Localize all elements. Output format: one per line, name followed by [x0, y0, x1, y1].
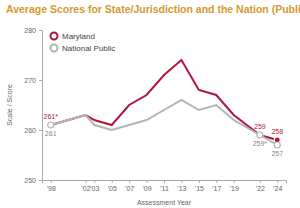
- chart: Average Scores for State/Jurisdiction an…: [0, 0, 300, 208]
- x-tick-label: '22: [256, 185, 265, 192]
- x-tick-mark: [234, 180, 235, 183]
- x-tick-mark: [129, 180, 130, 183]
- legend-item: Maryland: [51, 32, 95, 41]
- x-tick-mark: [86, 180, 87, 183]
- x-tick: '15: [195, 180, 204, 192]
- point-marker: [257, 132, 263, 138]
- x-tick-label: '17: [212, 185, 221, 192]
- x-tick-label: '13: [177, 185, 186, 192]
- x-tick: '11: [160, 180, 169, 192]
- x-tick-label: '03: [90, 185, 99, 192]
- y-tick-label: 270: [24, 77, 36, 84]
- data-label: 259: [254, 123, 266, 130]
- y-tick: 250: [24, 177, 42, 184]
- point-marker: [257, 132, 263, 138]
- y-tick-label: 250: [24, 177, 36, 184]
- x-tick: '22: [256, 180, 265, 192]
- legend-label: Maryland: [62, 32, 95, 41]
- y-axis-title: Scale / Score: [6, 84, 13, 126]
- point-marker: [48, 122, 54, 128]
- x-tick-label: '05: [108, 185, 117, 192]
- y-tick: 280: [24, 27, 42, 34]
- x-tick: '03: [90, 180, 99, 192]
- series-line: [51, 60, 278, 140]
- y-tick: 260: [24, 127, 42, 134]
- y-tick-mark: [39, 80, 42, 81]
- x-tick-mark: [51, 180, 52, 183]
- legend-label: National Public: [62, 44, 115, 53]
- point-marker: [274, 142, 280, 148]
- y-axis: 250 260 270 280: [24, 27, 42, 184]
- x-tick-mark: [216, 180, 217, 183]
- data-label: 261*: [44, 113, 59, 120]
- x-tick-mark: [260, 180, 261, 183]
- x-axis: '98'02'03'05'07'09'11'13'15'17'19'22'24: [43, 180, 287, 192]
- x-tick: '19: [230, 180, 239, 192]
- data-label: 257: [271, 150, 283, 157]
- y-tick: 270: [24, 77, 42, 84]
- axis-line: [43, 181, 287, 184]
- x-tick-label: '24: [273, 185, 282, 192]
- data-label: 258: [271, 128, 283, 135]
- x-axis-title: Assessment Year: [137, 199, 192, 206]
- x-tick: '09: [143, 180, 152, 192]
- x-tick-mark: [277, 180, 278, 183]
- x-tick-label: '07: [125, 185, 134, 192]
- axis-line: [39, 31, 43, 181]
- x-tick-mark: [112, 180, 113, 183]
- legend-item: National Public: [51, 44, 116, 53]
- data-label: 259*: [253, 140, 268, 147]
- x-tick-mark: [164, 180, 165, 183]
- data-label: 261: [45, 130, 57, 137]
- x-tick-label: '15: [195, 185, 204, 192]
- x-tick: '05: [108, 180, 117, 192]
- x-tick-mark: [94, 180, 95, 183]
- x-tick-label: '19: [230, 185, 239, 192]
- y-tick-mark: [39, 180, 42, 181]
- y-tick-mark: [39, 30, 42, 31]
- x-tick: '98: [47, 180, 56, 192]
- legend-swatch: [51, 33, 58, 40]
- x-tick-label: '98: [47, 185, 56, 192]
- data-labels: 261* 259 258 261 259*257: [44, 113, 284, 157]
- point-marker: [48, 122, 54, 128]
- x-tick: '07: [125, 180, 134, 192]
- series-line: [51, 100, 278, 145]
- x-tick-mark: [181, 180, 182, 183]
- x-tick: '13: [177, 180, 186, 192]
- y-tick-label: 260: [24, 127, 36, 134]
- x-tick-label: '11: [160, 185, 169, 192]
- marks: [48, 60, 281, 148]
- x-tick-mark: [147, 180, 148, 183]
- y-tick-label: 280: [24, 27, 36, 34]
- x-tick: '24: [273, 180, 282, 192]
- legend-swatch: [51, 45, 58, 52]
- x-tick: '17: [212, 180, 221, 192]
- title: Average Scores for State/Jurisdiction an…: [6, 3, 300, 15]
- plot: 250260270280'98'02'03'05'07'09'11'13'15'…: [24, 27, 286, 192]
- legend: Maryland National Public: [51, 32, 116, 53]
- y-tick-mark: [39, 130, 42, 131]
- x-tick-label: '09: [143, 185, 152, 192]
- x-tick-mark: [199, 180, 200, 183]
